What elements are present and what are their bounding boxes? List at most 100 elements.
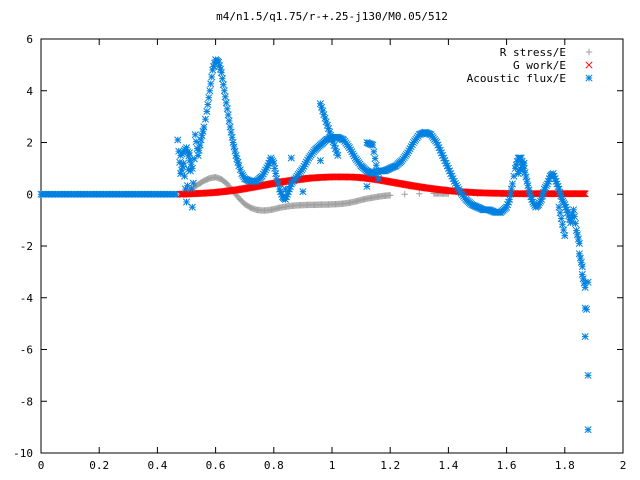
acoustic-flux-e-point bbox=[220, 87, 228, 95]
acoustic-flux-e-point bbox=[283, 190, 291, 198]
acoustic-flux-e-point bbox=[186, 167, 194, 175]
acoustic-flux-e-point bbox=[580, 279, 588, 287]
legend-label: R stress/E bbox=[500, 46, 566, 59]
g-work-e-point bbox=[335, 173, 343, 181]
acoustic-flux-e-point bbox=[522, 173, 530, 181]
acoustic-flux-e-point bbox=[219, 81, 227, 89]
acoustic-flux-e-point bbox=[572, 226, 580, 235]
acoustic-flux-e-point bbox=[231, 147, 239, 155]
acoustic-flux-e-point bbox=[176, 158, 184, 166]
acoustic-flux-e-point bbox=[174, 136, 182, 144]
x-tick-label: 2 bbox=[620, 459, 627, 472]
axis-ticks: 0 0.2 0.4 0.6 0.8 1 1.2 1.4 1.6 1.8 2 6 4 2 0 -2 -4 -6 -8 -… bbox=[13, 33, 626, 472]
x-tick-label: 0.6 bbox=[206, 459, 226, 472]
acoustic-flux-e-point bbox=[199, 127, 207, 135]
acoustic-flux-e-point bbox=[528, 195, 536, 203]
g-work-e-point bbox=[580, 190, 588, 198]
acoustic-flux-e-point bbox=[373, 168, 381, 176]
acoustic-flux-e-point bbox=[507, 185, 516, 193]
x-tick-label: 1 bbox=[329, 459, 336, 472]
acoustic-flux-e-point bbox=[575, 250, 583, 258]
acoustic-flux-e-point bbox=[225, 117, 233, 125]
acoustic-flux-e-point bbox=[316, 157, 324, 165]
acoustic-flux-e-point bbox=[372, 161, 380, 169]
legend-label: G work/E bbox=[513, 59, 566, 72]
data-marks bbox=[37, 56, 592, 434]
acoustic-flux-e-point bbox=[583, 305, 591, 313]
g-work-e-point bbox=[577, 190, 585, 198]
acoustic-flux-e-point bbox=[575, 239, 583, 247]
acoustic-flux-e-point bbox=[525, 186, 533, 194]
acoustic-flux-e-point bbox=[262, 166, 270, 174]
acoustic-flux-e-point bbox=[189, 179, 197, 187]
acoustic-flux-e-point bbox=[570, 213, 579, 221]
acoustic-flux-e-point bbox=[524, 182, 532, 190]
acoustic-flux-e-point bbox=[287, 154, 295, 162]
acoustic-flux-e-point bbox=[269, 157, 277, 166]
acoustic-flux-e-point bbox=[182, 198, 191, 206]
g-work-e-point bbox=[578, 190, 586, 198]
acoustic-flux-e-point bbox=[584, 426, 592, 434]
legend-marker bbox=[585, 48, 593, 56]
g-work-e-point bbox=[568, 190, 576, 198]
acoustic-flux-e-point bbox=[578, 263, 586, 271]
acoustic-flux-e-point bbox=[186, 156, 194, 164]
r-stress-e-point bbox=[239, 198, 246, 205]
acoustic-flux-e-point bbox=[579, 275, 587, 283]
acoustic-flux-e-point bbox=[554, 182, 562, 191]
acoustic-flux-e-point bbox=[179, 163, 187, 171]
acoustic-flux-e-point bbox=[187, 160, 195, 168]
r-stress-e-point bbox=[221, 178, 229, 186]
chart-title: m4/n1.5/q1.75/r-+.25-j130/M0.05/512 bbox=[216, 10, 448, 23]
acoustic-flux-e-point bbox=[234, 158, 242, 166]
g-work-e-point bbox=[579, 190, 587, 198]
g-work-e-point bbox=[533, 190, 541, 198]
acoustic-flux-e-point bbox=[187, 185, 195, 193]
acoustic-flux-e-point bbox=[517, 165, 525, 173]
x-tick-label: 0 bbox=[38, 459, 45, 472]
acoustic-flux-e-point bbox=[523, 177, 531, 185]
acoustic-flux-e-point bbox=[321, 114, 329, 122]
acoustic-flux-e-point bbox=[228, 133, 236, 141]
acoustic-flux-e-point bbox=[578, 270, 586, 279]
r-stress-e-point bbox=[385, 192, 393, 199]
acoustic-flux-e-point bbox=[504, 198, 513, 206]
y-tick-label: 0 bbox=[26, 188, 33, 201]
acoustic-flux-e-point bbox=[576, 254, 584, 262]
acoustic-flux-e-point bbox=[333, 148, 341, 156]
acoustic-flux-e-point bbox=[208, 73, 216, 81]
acoustic-flux-e-point bbox=[518, 157, 526, 166]
r-stress-e-point bbox=[416, 190, 423, 197]
acoustic-flux-e-point bbox=[328, 135, 336, 143]
acoustic-flux-e-point bbox=[196, 141, 204, 149]
acoustic-flux-e-point bbox=[569, 206, 578, 214]
x-tick-label: 0.8 bbox=[264, 459, 284, 472]
acoustic-flux-e-point bbox=[375, 175, 383, 183]
acoustic-flux-e-point bbox=[557, 215, 565, 223]
acoustic-flux-e-point bbox=[216, 65, 225, 73]
acoustic-flux-e-point bbox=[370, 148, 378, 156]
acoustic-flux-e-point bbox=[271, 164, 279, 172]
acoustic-flux-e-point bbox=[363, 182, 371, 191]
acoustic-flux-e-point bbox=[368, 141, 376, 149]
acoustic-flux-e-point bbox=[573, 231, 581, 239]
acoustic-flux-e-point bbox=[274, 180, 282, 188]
acoustic-flux-e-point bbox=[272, 169, 280, 178]
acoustic-flux-e-point bbox=[556, 209, 564, 217]
acoustic-flux-e-point bbox=[560, 226, 568, 234]
acoustic-flux-e-point bbox=[571, 220, 580, 228]
y-tick-label: -2 bbox=[20, 240, 33, 253]
x-tick-label: 1.6 bbox=[497, 459, 517, 472]
acoustic-flux-e-point bbox=[510, 172, 518, 180]
acoustic-flux-e-point bbox=[207, 80, 215, 88]
acoustic-flux-e-point bbox=[519, 161, 527, 169]
acoustic-flux-e-point bbox=[521, 169, 529, 177]
acoustic-flux-e-point bbox=[221, 93, 229, 101]
acoustic-flux-e-point bbox=[206, 87, 214, 95]
x-tick-label: 1.8 bbox=[555, 459, 575, 472]
acoustic-flux-e-point bbox=[198, 132, 206, 140]
y-tick-label: 2 bbox=[26, 137, 33, 150]
acoustic-flux-e-point bbox=[203, 107, 211, 116]
